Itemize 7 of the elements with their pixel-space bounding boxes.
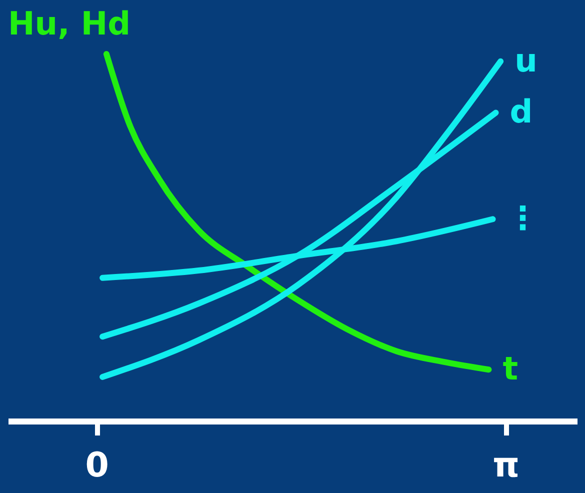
series-label: u [514, 41, 538, 80]
x-tick-label: 0 [85, 446, 109, 486]
y-axis-title: Hu, Hd [8, 4, 131, 42]
series-label: ⋮ [506, 199, 539, 238]
series-label: d [510, 92, 533, 131]
x-tick-label: π [492, 446, 520, 486]
series-label: t [502, 350, 518, 388]
